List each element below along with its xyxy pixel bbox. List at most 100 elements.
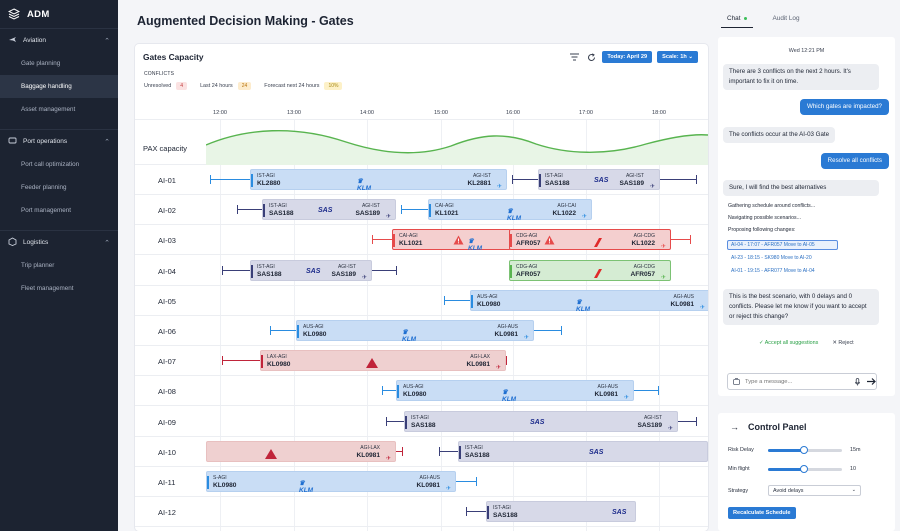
tab-audit-log[interactable]: Audit Log bbox=[767, 15, 806, 28]
gate-row: AI-01 IST-AGI KL2880 ♛ KLM AGI-IST KL2881 ✈ IST-… bbox=[135, 165, 708, 195]
klm-logo-icon: ♛ KLM bbox=[502, 389, 517, 404]
slider-knob[interactable] bbox=[799, 465, 808, 473]
attachment-icon[interactable] bbox=[733, 378, 740, 385]
sidebar-item-fleet-management[interactable]: Fleet management bbox=[21, 285, 74, 292]
chat-timestamp: Wed 12:21 PM bbox=[788, 48, 825, 54]
time-tick: 17:00 bbox=[579, 110, 593, 116]
arrival-flight-number: KL2880 bbox=[257, 180, 281, 187]
departure-route: AGI-IST bbox=[472, 173, 491, 179]
arrival-route: IST-AGI bbox=[545, 173, 563, 179]
flight-block[interactable]: IST-AGI SAS188 SAS AGI-IST SAS189 ✈ bbox=[538, 169, 660, 190]
gate-timeline: CAI-AGI KL1021 ♛ KLM CDG-AGI AFR057 AGI-CDG KL1… bbox=[206, 225, 708, 255]
sidebar-item-feeder-planning[interactable]: Feeder planning bbox=[21, 184, 67, 191]
turnaround-line bbox=[660, 179, 696, 180]
departure-plane-icon: ✈ bbox=[699, 304, 705, 311]
gate-label: AI-10 bbox=[158, 447, 176, 457]
chevron-up-icon: ⌃ bbox=[104, 37, 110, 45]
turnaround-cap bbox=[402, 446, 403, 456]
user-message: Resolve all conflicts bbox=[820, 153, 889, 169]
gate-label: AI-02 bbox=[158, 206, 176, 216]
send-icon[interactable] bbox=[866, 376, 877, 387]
arrival-marker bbox=[251, 264, 253, 278]
chevron-down-icon: ⌄ bbox=[851, 487, 856, 493]
sidebar-item-port-management[interactable]: Port management bbox=[21, 207, 72, 214]
arrival-route: AUS-AGI bbox=[403, 384, 424, 391]
scale-dropdown[interactable]: Scale: 1h ⌄ bbox=[657, 51, 698, 63]
flight-block[interactable]: LAX-AGI KL0980 AGI-LAX KL0981 ✈ bbox=[260, 350, 506, 372]
proposed-change-item[interactable]: AI-04 - 17:07 - AFR057 Move to AI-05 bbox=[727, 240, 838, 250]
arrival-marker bbox=[487, 506, 489, 520]
air-france-logo-icon bbox=[590, 268, 604, 281]
arrival-flight-number: KL0980 bbox=[403, 391, 427, 399]
sidebar-item-baggage-handling[interactable]: Baggage handling bbox=[0, 75, 118, 98]
flight-block[interactable]: AUS-AGI KL0980 ♛ KLM AGI-AUS KL0981 ✈ bbox=[470, 289, 708, 313]
refresh-icon[interactable] bbox=[585, 51, 597, 63]
strategy-select[interactable]: Avoid delays ⌄ bbox=[768, 485, 861, 496]
air-france-logo-icon bbox=[590, 237, 604, 250]
tab-chat[interactable]: Chat bbox=[721, 15, 753, 28]
today-button[interactable]: Today: April 29 bbox=[602, 51, 653, 63]
flight-block[interactable]: AUS-AGI KL0980 ♛ KLM AGI-AUS KL0981 ✈ bbox=[396, 380, 634, 404]
departure-route: AGI-AUS bbox=[419, 475, 440, 481]
recalculate-button[interactable]: Recalculate Schedule bbox=[728, 507, 796, 519]
gate-label: AI-12 bbox=[158, 508, 176, 518]
flight-block[interactable]: CAI-AGI KL1021 ♛ KLM AGI-CAI KL1022 ✈ bbox=[428, 199, 592, 222]
arrival-flight-number: SAS188 bbox=[493, 512, 518, 520]
flight-block[interactable]: IST-AGI SAS188 SAS bbox=[458, 440, 708, 462]
gate-timeline: IST-AGI KL2880 ♛ KLM AGI-IST KL2881 ✈ IST-AGI SA… bbox=[206, 165, 708, 195]
sidebar-section-logistics[interactable]: Logistics ⌃ bbox=[0, 230, 118, 254]
departure-plane-icon: ✈ bbox=[667, 425, 673, 432]
process-step: Proposing following changes: bbox=[728, 227, 796, 233]
gate-row: AI-04 IST-AGI SAS188 SAS AGI-IST SAS189 ✈ CDG-A… bbox=[135, 256, 708, 286]
sidebar-item-port-call-optimization[interactable]: Port call optimization bbox=[21, 161, 80, 168]
flight-block[interactable]: IST-AGI SAS188 SAS bbox=[486, 501, 636, 523]
flight-block[interactable]: AUS-AGI KL0980 ♛ KLM AGI-AUS KL0981 ✈ bbox=[296, 320, 534, 343]
sidebar-item-trip-planner[interactable]: Trip planner bbox=[21, 262, 55, 269]
main-area: Augmented Decision Making - Gates Gates … bbox=[118, 0, 713, 531]
turnaround-cap bbox=[561, 326, 562, 335]
flight-block[interactable]: IST-AGI SAS188 SAS AGI-IST SAS189 ✈ bbox=[250, 259, 372, 281]
sidebar-section-aviation[interactable]: Aviation ⌃ bbox=[0, 28, 118, 52]
warning-icon[interactable] bbox=[544, 235, 555, 245]
message-input-box bbox=[727, 373, 877, 390]
brand[interactable]: ADM bbox=[0, 0, 118, 28]
last24-count: 24 bbox=[237, 82, 252, 90]
message-input[interactable] bbox=[745, 376, 845, 388]
turnaround-cap bbox=[690, 235, 691, 245]
flight-block[interactable]: AGI-LAX KL0981 ✈ bbox=[206, 440, 396, 462]
flight-block[interactable]: S-AGI KL0980 ♛ KLM AGI-AUS KL0981 ✈ bbox=[206, 471, 456, 494]
sidebar-item-asset-management[interactable]: Asset management bbox=[21, 106, 76, 113]
microphone-icon[interactable] bbox=[855, 378, 860, 386]
flight-block[interactable]: CAI-AGI KL1021 ♛ KLM bbox=[392, 229, 511, 252]
chevron-down-icon: ⌄ bbox=[688, 54, 693, 60]
turnaround-cap bbox=[401, 205, 402, 215]
accept-all-button[interactable]: ✓ Accept all suggestions bbox=[759, 340, 819, 346]
time-tick: 16:00 bbox=[506, 110, 520, 116]
turnaround-line bbox=[634, 390, 658, 392]
arrival-route: AUS-AGI bbox=[477, 293, 498, 300]
gate-timeline: AUS-AGI KL0980 ♛ KLM AGI-AUS KL0981 ✈ bbox=[206, 286, 708, 316]
departure-plane-icon: ✈ bbox=[660, 274, 666, 281]
arrival-marker bbox=[510, 264, 512, 278]
reject-button[interactable]: ✕ Reject bbox=[832, 340, 854, 346]
flight-block[interactable]: IST-AGI SAS188 SAS AGI-IST SAS189 ✈ bbox=[262, 199, 396, 221]
min-flight-slider[interactable] bbox=[768, 465, 842, 473]
arrival-flight-number: SAS188 bbox=[545, 180, 570, 187]
flight-block[interactable]: IST-AGI SAS188 SAS AGI-IST SAS189 ✈ bbox=[404, 410, 678, 432]
proposed-change-item[interactable]: AI-23 - 18:15 - SK980 Move to AI-20 bbox=[731, 255, 812, 261]
risk-delay-slider[interactable] bbox=[768, 446, 842, 454]
proposed-change-item[interactable]: AI-01 - 19:15 - AFR077 Move to AI-04 bbox=[731, 268, 815, 274]
arrow-right-icon[interactable]: → bbox=[730, 422, 739, 432]
warning-icon[interactable] bbox=[453, 235, 464, 245]
flight-block[interactable]: CDG-AGI AFR057 AGI-CDG KL1022 ✈ bbox=[509, 229, 671, 251]
filter-icon[interactable] bbox=[568, 51, 580, 63]
flight-block[interactable]: CDG-AGI AFR057 AGI-CDG AFR057 ✈ bbox=[509, 259, 671, 281]
gate-label: AI-11 bbox=[158, 478, 176, 487]
flight-block[interactable]: IST-AGI KL2880 ♛ KLM AGI-IST KL2881 ✈ bbox=[250, 169, 507, 192]
sidebar-section-port-operations[interactable]: Port operations ⌃ bbox=[0, 129, 118, 153]
slider-knob[interactable] bbox=[799, 446, 808, 454]
sidebar-item-gate-planning[interactable]: Gate planning bbox=[21, 60, 61, 67]
turnaround-cap bbox=[386, 416, 387, 426]
page-title: Augmented Decision Making - Gates bbox=[137, 14, 354, 28]
turnaround-line bbox=[237, 209, 262, 211]
